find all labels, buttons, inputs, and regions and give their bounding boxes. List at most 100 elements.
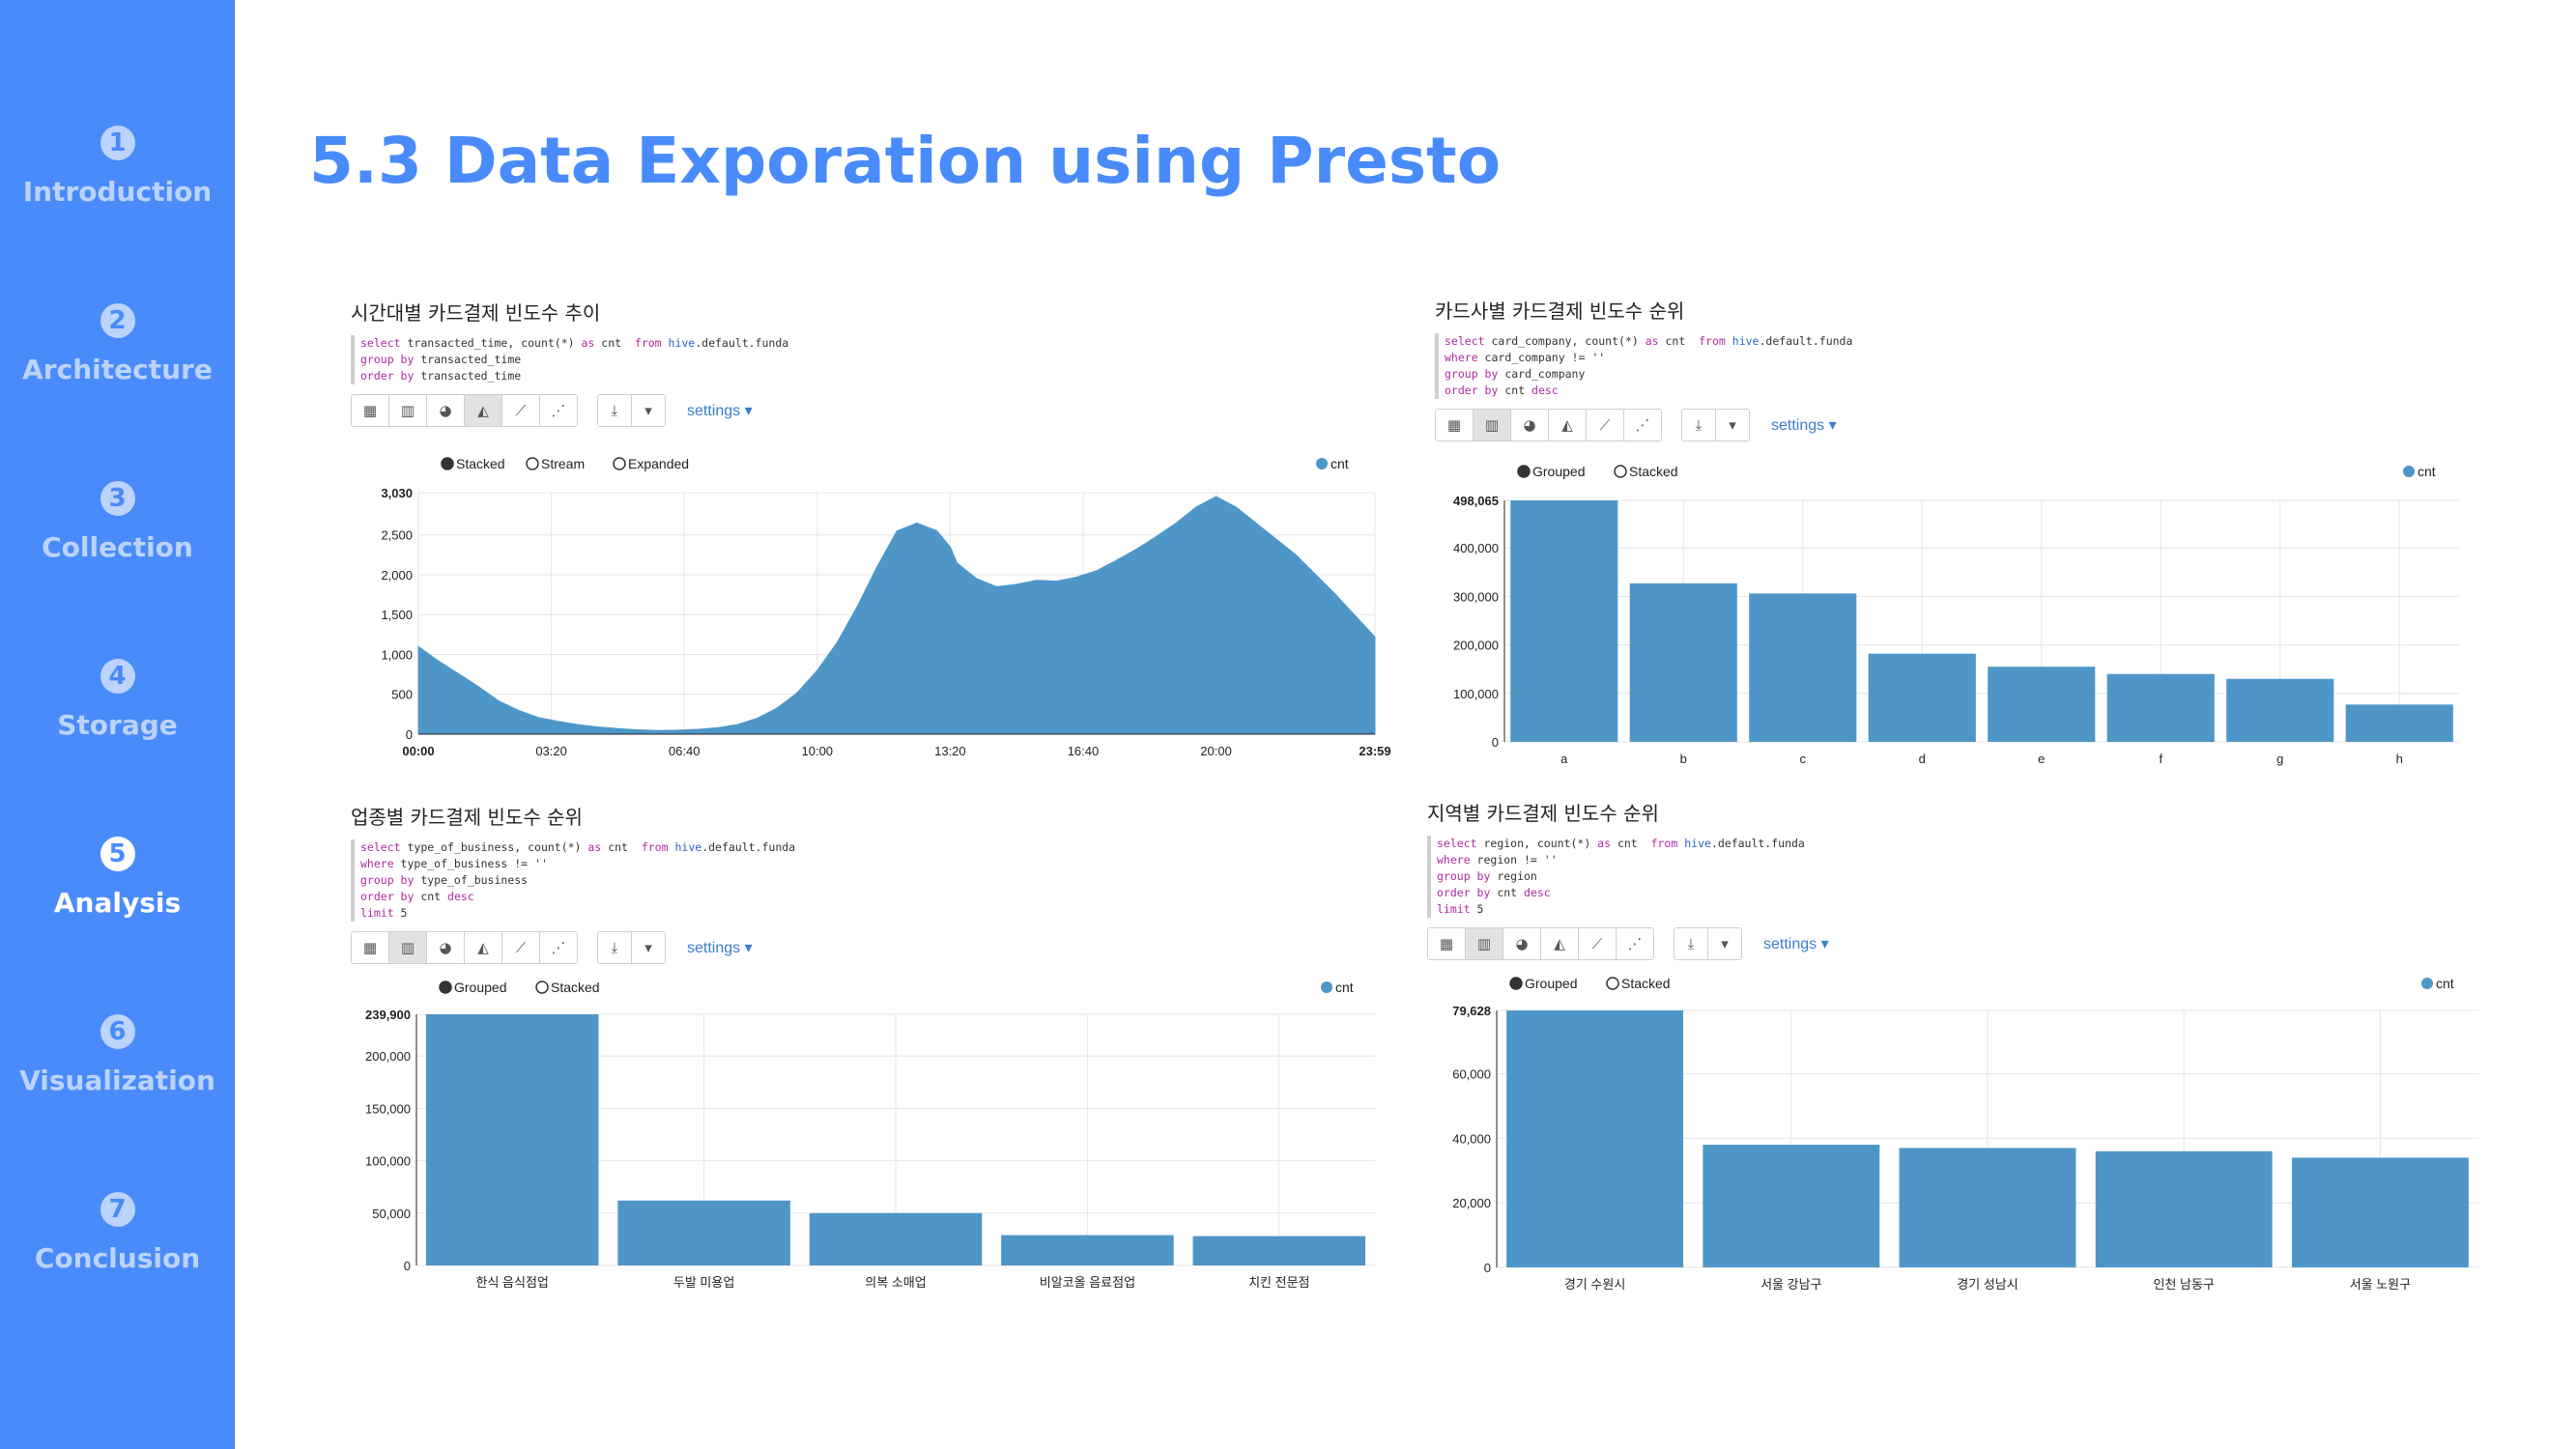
download-button[interactable]: ⤓: [1674, 928, 1708, 959]
area-chart-view-button[interactable]: ◭: [465, 932, 502, 963]
bar-chart-view-button[interactable]: ▥: [389, 932, 427, 963]
pie-chart-view-button[interactable]: ◕: [427, 932, 465, 963]
option-radio-icon[interactable]: [439, 980, 452, 994]
option-label[interactable]: Grouped: [1532, 464, 1585, 479]
settings-dropdown[interactable]: settings ▾: [1763, 936, 1829, 952]
y-tick-label: 50,000: [372, 1207, 411, 1221]
option-label[interactable]: Grouped: [1525, 976, 1577, 991]
option-label[interactable]: Stacked: [1629, 464, 1678, 479]
download-options-button[interactable]: ▾: [1716, 410, 1749, 440]
option-radio-icon[interactable]: [613, 457, 626, 470]
option-radio-icon[interactable]: [526, 457, 539, 470]
bar-3[interactable]: [1749, 593, 1857, 742]
sql-query[interactable]: select transacted_time, count(*) as cnt …: [351, 335, 1394, 384]
bar-4[interactable]: [1001, 1235, 1174, 1265]
line-chart-view-button[interactable]: ⟋: [1579, 928, 1617, 959]
legend-swatch-icon[interactable]: [1321, 981, 1332, 993]
bar-6[interactable]: [2106, 673, 2215, 742]
option-label[interactable]: Expanded: [628, 456, 689, 471]
line-chart-view-button[interactable]: ⟋: [502, 932, 540, 963]
scatter-chart-view-button[interactable]: ⋰: [1617, 928, 1653, 959]
area-chart-view-button[interactable]: ◭: [1541, 928, 1579, 959]
option-label[interactable]: Grouped: [454, 980, 506, 995]
option-radio-icon[interactable]: [1614, 465, 1627, 478]
nav-item-architecture[interactable]: 2 Architecture: [0, 303, 235, 385]
option-radio-icon[interactable]: [535, 980, 549, 994]
pie-chart-view-button[interactable]: ◕: [1511, 410, 1549, 440]
bar-3[interactable]: [1899, 1148, 2076, 1267]
pie-chart-view-button[interactable]: ◕: [427, 395, 465, 426]
legend-label[interactable]: cnt: [2418, 464, 2436, 479]
bar-4[interactable]: [2095, 1151, 2273, 1267]
sql-query[interactable]: select type_of_business, count(*) as cnt…: [351, 839, 1394, 922]
option-radio-icon[interactable]: [1509, 977, 1523, 990]
download-button[interactable]: ⤓: [598, 395, 632, 426]
bar-1[interactable]: [1506, 1010, 1684, 1267]
view-button-group: ▦ ▥ ◕ ◭ ⟋ ⋰: [351, 394, 578, 427]
y-tick-label: 3,030: [381, 486, 413, 500]
option-label[interactable]: Stacked: [551, 980, 600, 995]
bar-8[interactable]: [2345, 704, 2453, 742]
option-radio-icon[interactable]: [441, 457, 454, 470]
option-radio-icon[interactable]: [1517, 465, 1531, 478]
area-series-cnt[interactable]: [417, 496, 1376, 735]
legend-swatch-icon[interactable]: [1316, 458, 1328, 469]
area-chart-view-button[interactable]: ◭: [1549, 410, 1587, 440]
scatter-chart-icon: ⋰: [551, 402, 566, 419]
legend-label[interactable]: cnt: [1331, 456, 1349, 471]
settings-dropdown[interactable]: settings ▾: [687, 940, 753, 956]
download-options-button[interactable]: ▾: [632, 932, 665, 963]
area-chart-view-button[interactable]: ◭: [465, 395, 502, 426]
settings-dropdown[interactable]: settings ▾: [687, 403, 753, 419]
nav-item-collection[interactable]: 3 Collection: [0, 481, 235, 563]
option-label[interactable]: Stream: [541, 456, 585, 471]
bar-2[interactable]: [617, 1200, 790, 1265]
caret-down-icon: ▾: [1721, 935, 1729, 952]
option-radio-icon[interactable]: [1606, 977, 1619, 990]
scatter-chart-view-button[interactable]: ⋰: [540, 932, 577, 963]
bar-chart-view-button[interactable]: ▥: [1466, 928, 1503, 959]
bar-chart-view-button[interactable]: ▥: [389, 395, 427, 426]
nav-item-conclusion[interactable]: 7 Conclusion: [0, 1192, 235, 1274]
bar-5[interactable]: [2291, 1157, 2469, 1267]
bar-5[interactable]: [1192, 1236, 1366, 1265]
download-button[interactable]: ⤓: [598, 932, 632, 963]
line-chart-view-button[interactable]: ⟋: [1587, 410, 1624, 440]
nav-item-visualization[interactable]: 6 Visualization: [0, 1014, 235, 1096]
line-chart-view-button[interactable]: ⟋: [502, 395, 540, 426]
settings-dropdown[interactable]: settings ▾: [1771, 417, 1837, 434]
bar-4[interactable]: [1868, 653, 1976, 742]
scatter-chart-view-button[interactable]: ⋰: [1624, 410, 1661, 440]
bar-2[interactable]: [1629, 582, 1737, 742]
download-button[interactable]: ⤓: [1682, 410, 1716, 440]
bar-chart-icon: ▥: [400, 402, 415, 419]
legend-label[interactable]: cnt: [1335, 980, 1354, 995]
table-view-button[interactable]: ▦: [1436, 410, 1474, 440]
pie-chart-view-button[interactable]: ◕: [1503, 928, 1541, 959]
table-view-button[interactable]: ▦: [352, 932, 389, 963]
bar-1[interactable]: [1510, 500, 1618, 742]
legend-swatch-icon[interactable]: [2403, 466, 2415, 477]
nav-item-introduction[interactable]: 1 Introduction: [0, 126, 235, 208]
legend-swatch-icon[interactable]: [2421, 978, 2433, 989]
scatter-chart-view-button[interactable]: ⋰: [540, 395, 577, 426]
bar-chart-view-button[interactable]: ▥: [1474, 410, 1511, 440]
option-label[interactable]: Stacked: [1621, 976, 1671, 991]
bar-2[interactable]: [1703, 1145, 1880, 1267]
table-view-button[interactable]: ▦: [352, 395, 389, 426]
download-options-button[interactable]: ▾: [632, 395, 665, 426]
sql-query[interactable]: select region, count(*) as cnt from hive…: [1427, 836, 2498, 918]
bar-5[interactable]: [1988, 667, 2096, 742]
step-5-icon: 5: [100, 837, 135, 871]
bar-7[interactable]: [2226, 678, 2334, 742]
bar-3[interactable]: [809, 1212, 983, 1265]
bar-1[interactable]: [425, 1014, 599, 1265]
nav-item-storage[interactable]: 4 Storage: [0, 659, 235, 741]
nav-item-analysis[interactable]: 5 Analysis: [0, 837, 235, 919]
x-tick-label: g: [2276, 752, 2283, 766]
download-options-button[interactable]: ▾: [1708, 928, 1741, 959]
sql-query[interactable]: select card_company, count(*) as cnt fro…: [1435, 333, 2498, 399]
table-view-button[interactable]: ▦: [1428, 928, 1466, 959]
legend-label[interactable]: cnt: [2436, 976, 2454, 991]
option-label[interactable]: Stacked: [456, 456, 505, 471]
